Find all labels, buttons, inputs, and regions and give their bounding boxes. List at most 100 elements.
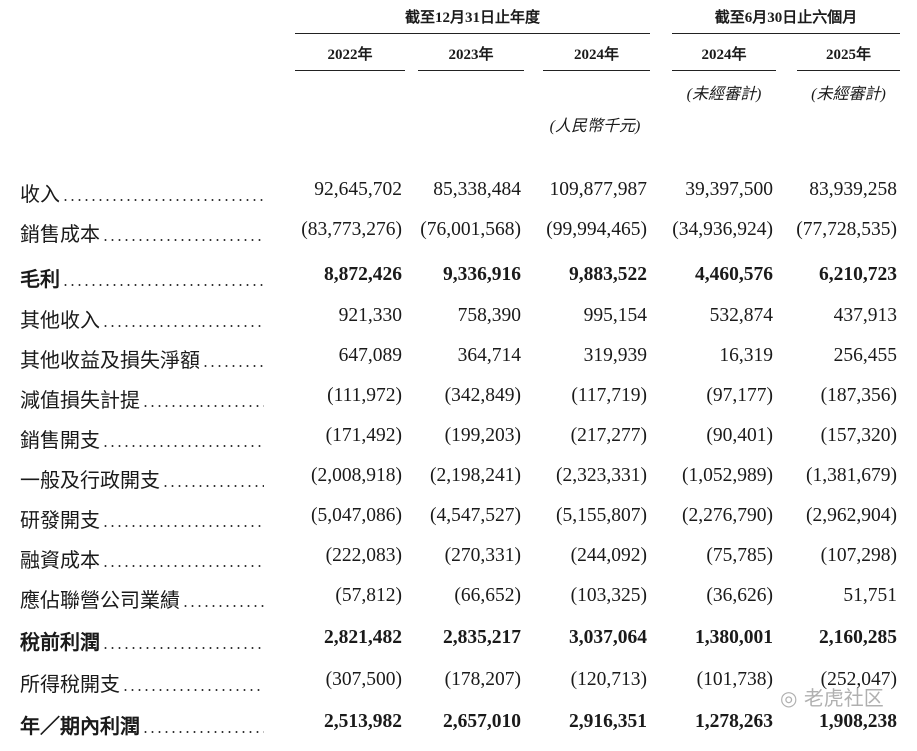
leader-dots [102, 445, 264, 447]
cell-value: (90,401) [706, 425, 773, 446]
cell-value: 2,513,982 [324, 711, 402, 732]
cell-value: (111,972) [327, 385, 402, 406]
cell-value: 364,714 [457, 345, 521, 366]
cell-value: (2,323,331) [556, 465, 647, 486]
cell-value: (270,331) [444, 545, 521, 566]
cell-value: (222,083) [325, 545, 402, 566]
cell-value: (101,738) [696, 669, 773, 690]
row-label-text: 所得稅開支 [20, 674, 120, 696]
cell-value: (120,713) [570, 669, 647, 690]
year-header: 2025年 [825, 47, 871, 63]
cell-value: (2,962,904) [806, 505, 897, 526]
rule [543, 70, 650, 71]
cell-value: (83,773,276) [301, 219, 402, 240]
cell-value: (57,812) [335, 585, 402, 606]
cell-value: (342,849) [444, 385, 521, 406]
cell-value: (171,492) [325, 425, 402, 446]
row-label-text: 其他收入 [20, 310, 100, 332]
year-header: 2024年 [573, 47, 619, 63]
cell-value: 1,278,263 [695, 711, 773, 732]
group-label: 截至12月31日止年度 [404, 10, 540, 26]
cell-value: 85,338,484 [433, 179, 521, 200]
row-label: 銷售成本 [20, 218, 270, 247]
cell-value: (199,203) [444, 425, 521, 446]
cell-value: 9,336,916 [443, 264, 521, 285]
cell-value: 437,913 [833, 305, 897, 326]
cell-value: (2,276,790) [682, 505, 773, 526]
leader-dots [102, 525, 264, 527]
cell-value: 92,645,702 [314, 179, 402, 200]
leader-dots [62, 199, 264, 201]
cell-value: 532,874 [709, 305, 773, 326]
rule [672, 70, 776, 71]
leader-dots [102, 565, 264, 567]
cell-value: (2,008,918) [311, 465, 402, 486]
row-label: 稅前利潤 [20, 626, 270, 655]
cell-value: 8,872,426 [324, 264, 402, 285]
cell-value: (97,177) [706, 385, 773, 406]
row-label-text: 收入 [20, 184, 60, 206]
cell-value: (66,652) [454, 585, 521, 606]
cell-value: (99,994,465) [546, 219, 647, 240]
row-label-text: 減值損失計提 [20, 390, 140, 412]
cell-value: (36,626) [706, 585, 773, 606]
cell-value: (5,155,807) [556, 505, 647, 526]
row-label-text: 毛利 [20, 269, 60, 291]
cell-value: 1,908,238 [819, 711, 897, 732]
unaudited-note: (未經審計) [811, 86, 886, 103]
cell-value: (76,001,568) [420, 219, 521, 240]
cell-value: 647,089 [338, 345, 402, 366]
cell-value: (307,500) [325, 669, 402, 690]
cell-value: 2,160,285 [819, 627, 897, 648]
row-label: 收入 [20, 178, 270, 207]
cell-value: 758,390 [457, 305, 521, 326]
cell-value: 2,821,482 [324, 627, 402, 648]
cell-value: (5,047,086) [311, 505, 402, 526]
row-label: 年／期內利潤 [20, 710, 270, 739]
year-header: 2022年 [327, 47, 373, 63]
cell-value: (75,785) [706, 545, 773, 566]
row-label: 一般及行政開支 [20, 464, 270, 493]
rule [295, 70, 405, 71]
cell-value: (117,719) [571, 385, 647, 406]
cell-value: 6,210,723 [819, 264, 897, 285]
cell-value: (77,728,535) [796, 219, 897, 240]
row-label: 研發開支 [20, 504, 270, 533]
cell-value: 39,397,500 [685, 179, 773, 200]
cell-value: 2,657,010 [443, 711, 521, 732]
leader-dots [162, 485, 264, 487]
rule [672, 33, 900, 34]
row-label-text: 其他收益及損失淨額 [20, 350, 200, 372]
unaudited-note: (未經審計) [686, 86, 762, 103]
cell-value: 2,835,217 [443, 627, 521, 648]
row-label: 其他收入 [20, 304, 270, 333]
watermark-text: 老虎社区 [803, 686, 884, 710]
leader-dots [122, 689, 264, 691]
cell-value: 109,877,987 [549, 179, 648, 200]
cell-value: 1,380,001 [695, 627, 773, 648]
cell-value: (1,381,679) [806, 465, 897, 486]
row-label: 融資成本 [20, 544, 270, 573]
group-label: 截至6月30日止六個月 [714, 10, 858, 26]
cell-value: 2,916,351 [569, 711, 647, 732]
currency-note: (人民幣千元) [549, 118, 641, 135]
cell-value: 83,939,258 [809, 179, 897, 200]
row-label: 其他收益及損失淨額 [20, 344, 270, 373]
row-label-text: 研發開支 [20, 510, 100, 532]
cell-value: (103,325) [570, 585, 647, 606]
cell-value: 921,330 [338, 305, 402, 326]
row-label: 所得稅開支 [20, 668, 270, 697]
rule [418, 70, 524, 71]
year-header: 2023年 [448, 47, 494, 63]
row-label-text: 一般及行政開支 [20, 470, 160, 492]
cell-value: (244,092) [570, 545, 647, 566]
cell-value: (157,320) [820, 425, 897, 446]
leader-dots [62, 284, 264, 286]
row-label: 應佔聯營公司業績 [20, 584, 270, 613]
cell-value: 3,037,064 [569, 627, 647, 648]
cell-value: 16,319 [719, 345, 773, 366]
row-label-text: 年／期內利潤 [20, 716, 140, 738]
cell-value: 256,455 [833, 345, 897, 366]
cell-value: (1,052,989) [682, 465, 773, 486]
cell-value: 51,751 [843, 585, 897, 606]
